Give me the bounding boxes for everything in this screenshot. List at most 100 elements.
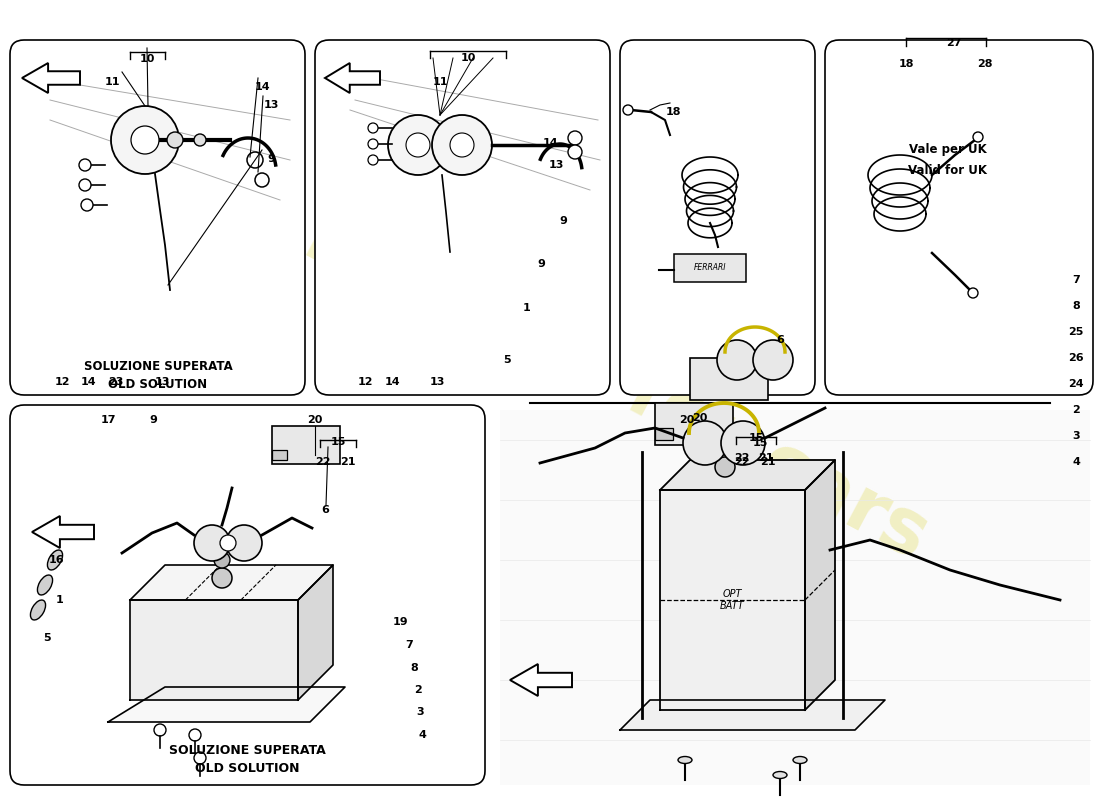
Text: 5: 5 <box>43 633 51 643</box>
Text: 7: 7 <box>405 640 412 650</box>
Text: 14: 14 <box>543 138 559 148</box>
Text: 20: 20 <box>307 415 322 425</box>
Text: 10: 10 <box>460 53 475 63</box>
Text: 11: 11 <box>104 77 120 87</box>
Text: 21: 21 <box>760 457 775 467</box>
Text: 21: 21 <box>758 453 773 463</box>
Text: 20: 20 <box>680 415 695 425</box>
Text: 16: 16 <box>50 555 65 565</box>
Circle shape <box>220 535 236 551</box>
Text: 1: 1 <box>56 595 64 605</box>
Text: 25: 25 <box>1068 327 1084 337</box>
Circle shape <box>79 179 91 191</box>
Circle shape <box>194 752 206 764</box>
Bar <box>654 428 673 440</box>
Circle shape <box>432 115 492 175</box>
Text: 17: 17 <box>100 415 116 425</box>
FancyBboxPatch shape <box>10 40 305 395</box>
Polygon shape <box>660 460 835 490</box>
Text: Valid for UK: Valid for UK <box>909 163 988 177</box>
Circle shape <box>683 421 727 465</box>
Text: 8: 8 <box>1072 301 1080 311</box>
Circle shape <box>388 115 448 175</box>
Ellipse shape <box>678 757 692 763</box>
Text: 15: 15 <box>752 438 768 448</box>
Circle shape <box>167 132 183 148</box>
Text: 20: 20 <box>692 413 707 423</box>
Text: 12: 12 <box>358 377 373 387</box>
Text: 11: 11 <box>432 77 448 87</box>
Text: 9: 9 <box>150 415 157 425</box>
Circle shape <box>368 139 378 149</box>
Text: 18: 18 <box>899 59 914 69</box>
FancyBboxPatch shape <box>315 40 610 395</box>
Polygon shape <box>324 63 380 93</box>
FancyBboxPatch shape <box>620 40 815 395</box>
Circle shape <box>189 729 201 741</box>
Text: 27: 27 <box>946 38 961 48</box>
Bar <box>272 450 287 460</box>
Text: 22: 22 <box>735 453 750 463</box>
Text: 8: 8 <box>410 663 418 673</box>
Text: 13: 13 <box>263 100 278 110</box>
Text: OLD SOLUTION: OLD SOLUTION <box>109 378 208 390</box>
Circle shape <box>194 525 230 561</box>
Text: 1: 1 <box>524 303 531 313</box>
Text: 4: 4 <box>418 730 426 740</box>
Circle shape <box>968 288 978 298</box>
Text: OLD SOLUTION: OLD SOLUTION <box>195 762 299 775</box>
Text: 19: 19 <box>393 617 408 627</box>
Text: SOLUZIONE SUPERATA: SOLUZIONE SUPERATA <box>84 361 232 374</box>
Ellipse shape <box>47 550 63 570</box>
Circle shape <box>568 145 582 159</box>
Circle shape <box>79 159 91 171</box>
Text: 9: 9 <box>537 259 544 269</box>
Circle shape <box>255 173 270 187</box>
Text: 13: 13 <box>548 160 563 170</box>
Polygon shape <box>510 664 572 696</box>
Text: 13: 13 <box>429 377 444 387</box>
Circle shape <box>81 199 94 211</box>
Polygon shape <box>500 410 1090 785</box>
Circle shape <box>368 123 378 133</box>
Ellipse shape <box>773 771 786 778</box>
Text: 9: 9 <box>267 154 275 164</box>
Circle shape <box>450 133 474 157</box>
Text: 14: 14 <box>255 82 271 92</box>
Circle shape <box>131 126 160 154</box>
Polygon shape <box>805 460 835 710</box>
Text: 15: 15 <box>748 433 763 443</box>
Polygon shape <box>298 565 333 700</box>
Polygon shape <box>620 700 886 730</box>
Text: 7: 7 <box>1072 275 1080 285</box>
Circle shape <box>720 421 764 465</box>
Text: 5: 5 <box>503 355 510 365</box>
Text: 23: 23 <box>108 377 123 387</box>
Circle shape <box>226 525 262 561</box>
Text: 3: 3 <box>1072 431 1080 441</box>
Text: 3: 3 <box>416 707 424 717</box>
Polygon shape <box>130 600 298 700</box>
Circle shape <box>248 152 263 168</box>
Text: FERRARI: FERRARI <box>694 263 726 273</box>
Circle shape <box>111 106 179 174</box>
Circle shape <box>754 340 793 380</box>
Text: 22: 22 <box>735 457 750 467</box>
Circle shape <box>568 131 582 145</box>
Circle shape <box>717 340 757 380</box>
Text: passion for cars: passion for cars <box>299 186 940 574</box>
Circle shape <box>974 132 983 142</box>
Text: 4: 4 <box>1072 457 1080 467</box>
Text: 10: 10 <box>140 54 155 64</box>
Circle shape <box>623 105 632 115</box>
FancyBboxPatch shape <box>825 40 1093 395</box>
Text: 6: 6 <box>777 335 784 345</box>
Ellipse shape <box>31 600 45 620</box>
Polygon shape <box>130 565 333 600</box>
Polygon shape <box>32 516 94 548</box>
Bar <box>674 254 746 282</box>
Bar <box>690 358 768 400</box>
FancyBboxPatch shape <box>10 405 485 785</box>
Bar <box>272 426 340 464</box>
Polygon shape <box>108 687 345 722</box>
